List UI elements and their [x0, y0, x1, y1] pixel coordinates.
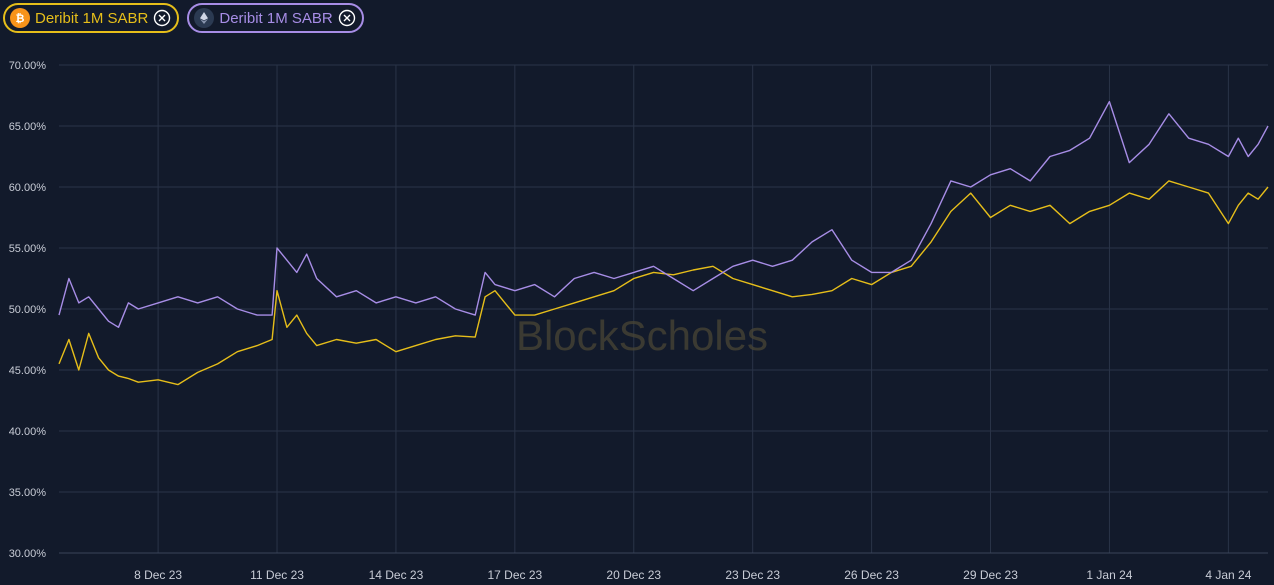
close-circle-icon[interactable]: [338, 9, 356, 27]
y-tick-label: 65.00%: [9, 121, 47, 133]
y-tick-label: 60.00%: [9, 182, 47, 194]
y-tick-label: 70.00%: [9, 60, 47, 72]
legend-label-eth: Deribit 1M SABR: [219, 9, 333, 27]
y-tick-label: 30.00%: [9, 548, 47, 560]
svg-text:₿: ₿: [16, 12, 25, 25]
x-tick-label: 20 Dec 23: [606, 568, 661, 582]
close-circle-icon[interactable]: [153, 9, 171, 27]
ethereum-icon: [194, 8, 215, 28]
x-tick-label: 14 Dec 23: [369, 568, 424, 582]
series-line-eth: [58, 100, 1269, 328]
bitcoin-icon: ₿: [10, 8, 30, 28]
y-tick-label: 55.00%: [9, 243, 47, 255]
legend-label-btc: Deribit 1M SABR: [35, 9, 149, 27]
y-tick-label: 45.00%: [9, 365, 47, 377]
legend-chip-eth[interactable]: Deribit 1M SABR: [187, 3, 364, 33]
x-tick-label: 11 Dec 23: [250, 568, 304, 582]
x-tick-label: 26 Dec 23: [844, 568, 899, 582]
x-tick-label: 1 Jan 24: [1086, 568, 1132, 582]
x-tick-label: 4 Jan 24: [1205, 568, 1251, 582]
x-tick-label: 17 Dec 23: [488, 568, 543, 582]
x-tick-label: 29 Dec 23: [963, 568, 1018, 582]
legend-chip-btc[interactable]: ₿ Deribit 1M SABR: [3, 3, 180, 33]
series-line-btc: [58, 180, 1269, 386]
watermark: BlockScholes: [516, 312, 768, 359]
legend: ₿ Deribit 1M SABR Deribit 1M SABR: [3, 3, 364, 33]
y-tick-label: 50.00%: [9, 304, 47, 316]
y-tick-label: 35.00%: [9, 487, 47, 499]
x-tick-label: 23 Dec 23: [725, 568, 780, 582]
y-tick-label: 40.00%: [9, 426, 47, 438]
x-tick-label: 8 Dec 23: [134, 568, 182, 582]
